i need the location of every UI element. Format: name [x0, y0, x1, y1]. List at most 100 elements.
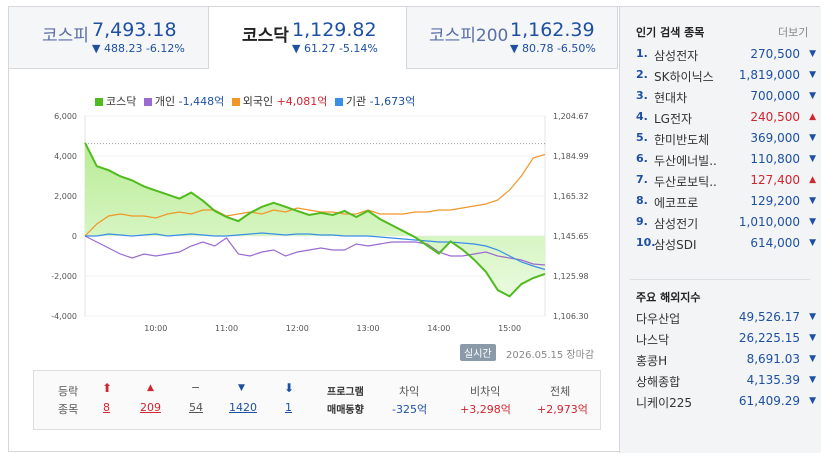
y-right-tick-label: 1,125.98 [553, 272, 589, 281]
down-arrow-icon: ▼ [809, 312, 816, 322]
tab-kospi200[interactable]: 코스피200 1,162.39 ▼ 80.78 -6.50% [407, 7, 618, 69]
divider [630, 279, 810, 280]
popular-item[interactable]: 7. 두산로보틱.. 127,400 ▲ [636, 173, 816, 193]
up-arrow-icon: ▲ [809, 175, 816, 185]
rank-number: 3. [636, 89, 648, 102]
index-price: 61,409.29 [738, 394, 800, 408]
stock-name: LG전자 [654, 112, 693, 126]
tab-kospi[interactable]: 코스피 7,493.18 ▼ 488.23 -6.12% [9, 7, 209, 69]
x-tick-label: 14:00 [427, 324, 450, 333]
rank-number: 10. [636, 236, 656, 249]
upper-limit-count[interactable]: 8 [103, 401, 110, 414]
fall-icon: ▼ [238, 383, 245, 393]
arbitrage-label: 차익 [399, 385, 420, 398]
rank-number: 7. [636, 173, 648, 186]
rank-number: 4. [636, 110, 648, 123]
rank-number: 1. [636, 47, 648, 60]
index-price: 26,225.15 [738, 331, 800, 345]
x-tick-label: 12:00 [286, 324, 309, 333]
down-arrow-icon: ▼ [809, 333, 816, 343]
stock-name: 현대차 [654, 91, 688, 105]
popular-item[interactable]: 4. LG전자 240,500 ▲ [636, 110, 816, 130]
world-index-item[interactable]: 홍콩H 8,691.03 ▼ [636, 352, 816, 372]
popular-item[interactable]: 10. 삼성SDI 614,000 ▼ [636, 236, 816, 256]
upper-limit-icon: ⬆ [102, 381, 113, 395]
breadth-label: 종목 [58, 403, 79, 416]
down-arrow-icon: ▼ [809, 91, 816, 101]
rise-count[interactable]: 209 [140, 401, 161, 414]
world-index-item[interactable]: 상해종합 4,135.39 ▼ [636, 373, 816, 393]
index-name: 니케이225 [636, 396, 693, 410]
index-price: 4,135.39 [746, 373, 800, 387]
x-tick-label: 13:00 [357, 324, 380, 333]
lower-limit-count[interactable]: 1 [285, 401, 292, 414]
popular-item[interactable]: 3. 현대차 700,000 ▼ [636, 89, 816, 109]
stock-price: 1,819,000 [738, 68, 800, 82]
foreign-line [84, 153, 546, 237]
stock-price: 614,000 [750, 236, 800, 250]
tab-value: 7,493.18 [92, 19, 177, 41]
more-link[interactable]: 더보기 [778, 26, 809, 39]
total-label: 전체 [550, 385, 571, 398]
stock-name: 한미반도체 [654, 133, 710, 147]
tab-kosdaq[interactable]: 코스닥 1,129.82 ▼ 61.27 -5.14% [209, 7, 407, 69]
popular-item[interactable]: 9. 삼성전기 1,010,000 ▼ [636, 215, 816, 235]
chart-legend: 코스닥 개인 -1,448억 외국인 +4,081억 기관 -1,673억 [95, 93, 419, 109]
legend-kosdaq[interactable]: 코스닥 [95, 95, 136, 108]
index-name: 다우산업 [636, 312, 681, 326]
y-left-tick-label: -4,000 [51, 312, 77, 321]
y-left-tick-label: 2,000 [54, 192, 77, 201]
fall-count[interactable]: 1420 [229, 401, 257, 414]
y-left-tick-label: -2,000 [51, 272, 77, 281]
flat-icon: − [191, 381, 201, 394]
sidebar: 인기 검색 종목 더보기 1. 삼성전자 270,500 ▼ 2. SK하이닉스 1,819… [619, 7, 821, 453]
tab-change: ▼ 488.23 -6.12% [92, 42, 185, 55]
stock-price: 127,400 [750, 173, 800, 187]
y-right-tick-label: 1,204.67 [553, 112, 589, 121]
rank-number: 6. [636, 152, 648, 165]
stock-name: SK하이닉스 [654, 70, 714, 84]
non-arbitrage-label: 비차익 [470, 385, 501, 398]
world-index-item[interactable]: 니케이225 61,409.29 ▼ [636, 394, 816, 414]
world-title: 주요 해외지수 [636, 291, 701, 304]
program-label: 매매동향 [327, 405, 364, 416]
stock-name: 삼성전자 [654, 49, 699, 63]
y-left-tick-label: 0 [72, 232, 77, 241]
popular-item[interactable]: 1. 삼성전자 270,500 ▼ [636, 47, 816, 67]
kosdaq-area [85, 142, 545, 297]
intraday-chart[interactable]: 6,000 4,000 2,000 0 -2,000 -4,000 1,204.67 1,18… [9, 7, 618, 347]
stock-name: 두산로보틱.. [654, 175, 717, 189]
total-value: +2,973억 [537, 403, 588, 416]
stock-price: 270,500 [750, 47, 800, 61]
kosdaq-line [84, 142, 546, 298]
index-price: 49,526.17 [738, 310, 800, 324]
popular-item[interactable]: 8. 에코프로 129,200 ▼ [636, 194, 816, 214]
tab-change: ▼ 61.27 -5.14% [292, 42, 378, 55]
y-left-tick-label: 6,000 [54, 112, 77, 121]
world-index-item[interactable]: 다우산업 49,526.17 ▼ [636, 310, 816, 330]
rank-number: 8. [636, 194, 648, 207]
flat-count[interactable]: 54 [189, 401, 203, 414]
index-name: 홍콩H [636, 354, 668, 368]
down-arrow-icon: ▼ [809, 154, 816, 164]
legend-institution[interactable]: 기관 -1,673억 [334, 95, 415, 108]
popular-item[interactable]: 5. 한미반도체 369,000 ▼ [636, 131, 816, 151]
non-arbitrage-value: +3,298억 [460, 403, 511, 416]
realtime-badge[interactable]: 실시간 [460, 344, 496, 361]
tab-name: 코스닥 [242, 26, 289, 46]
y-right-tick-label: 1,165.32 [553, 192, 589, 201]
legend-individual[interactable]: 개인 -1,448억 [143, 95, 224, 108]
stock-price: 700,000 [750, 89, 800, 103]
stock-price: 1,010,000 [738, 215, 800, 229]
down-arrow-icon: ▼ [809, 217, 816, 227]
y-right-tick-label: 1,106.30 [553, 312, 589, 321]
market-breadth-panel: 등락 종목 ⬆ 8 ▲ 209 − 54 ▼ 1420 ⬇ 1 프로그램 매매동… [33, 370, 601, 430]
stock-price: 369,000 [750, 131, 800, 145]
down-arrow-icon: ▼ [809, 354, 816, 364]
x-tick-label: 15:00 [498, 324, 521, 333]
popular-item[interactable]: 6. 두산에너빌.. 110,800 ▼ [636, 152, 816, 172]
popular-item[interactable]: 2. SK하이닉스 1,819,000 ▼ [636, 68, 816, 88]
world-index-item[interactable]: 나스닥 26,225.15 ▼ [636, 331, 816, 351]
legend-foreign[interactable]: 외국인 +4,081억 [231, 95, 327, 108]
y-right-tick-label: 1,145.65 [553, 232, 589, 241]
